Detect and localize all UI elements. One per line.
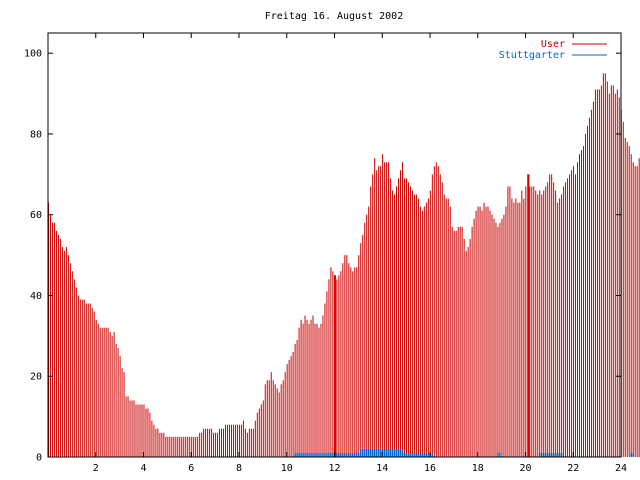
x-tick-label: 12 (328, 463, 340, 474)
x-tick-label: 22 (567, 463, 579, 474)
x-tick-label: 2 (93, 463, 99, 474)
x-tick-label: 10 (281, 463, 293, 474)
y-tick-label: 100 (24, 49, 42, 60)
x-tick-label: 14 (376, 463, 388, 474)
x-tick-label: 16 (424, 463, 436, 474)
x-tick-label: 4 (140, 463, 146, 474)
series-user-bars (48, 73, 640, 457)
x-tick-label: 20 (519, 463, 531, 474)
x-tick-label: 8 (236, 463, 242, 474)
legend-label-stuttgarter: Stuttgarter (499, 50, 565, 61)
chart-title: Freitag 16. August 2002 (265, 11, 403, 22)
series-stuttgarter-bars (294, 448, 634, 457)
y-tick-label: 20 (30, 372, 42, 383)
y-tick-label: 0 (36, 453, 42, 464)
x-tick-label: 18 (472, 463, 484, 474)
y-tick-label: 40 (30, 291, 42, 302)
legend-label-user: User (541, 39, 565, 50)
bars-layer (48, 73, 640, 457)
y-tick-label: 60 (30, 210, 42, 221)
x-tick-label: 24 (615, 463, 627, 474)
x-tick-label: 6 (188, 463, 194, 474)
y-tick-label: 80 (30, 129, 42, 140)
